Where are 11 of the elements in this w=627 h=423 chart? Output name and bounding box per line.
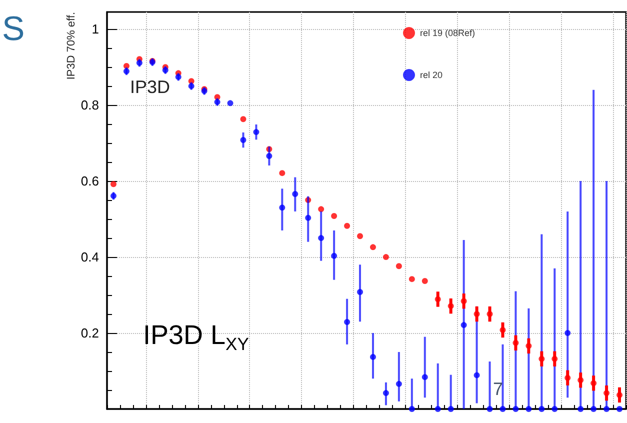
text: S: [2, 10, 25, 48]
y-tick-label: 0.4: [80, 250, 99, 265]
legend-label: rel 20: [420, 70, 443, 80]
y-tick-label: 0.8: [80, 98, 99, 113]
y-tick-label: 0.2: [80, 326, 99, 341]
y-axis-title: IP3D 70% eff.: [66, 12, 78, 80]
annotation: IP3D: [130, 77, 170, 97]
y-tick-label: 0.6: [80, 174, 99, 189]
y-tick-label: 1: [92, 22, 99, 37]
legend-label: rel 19 (08Ref): [420, 28, 476, 38]
annotation: IP3D L$_{XY}$: [143, 320, 249, 354]
